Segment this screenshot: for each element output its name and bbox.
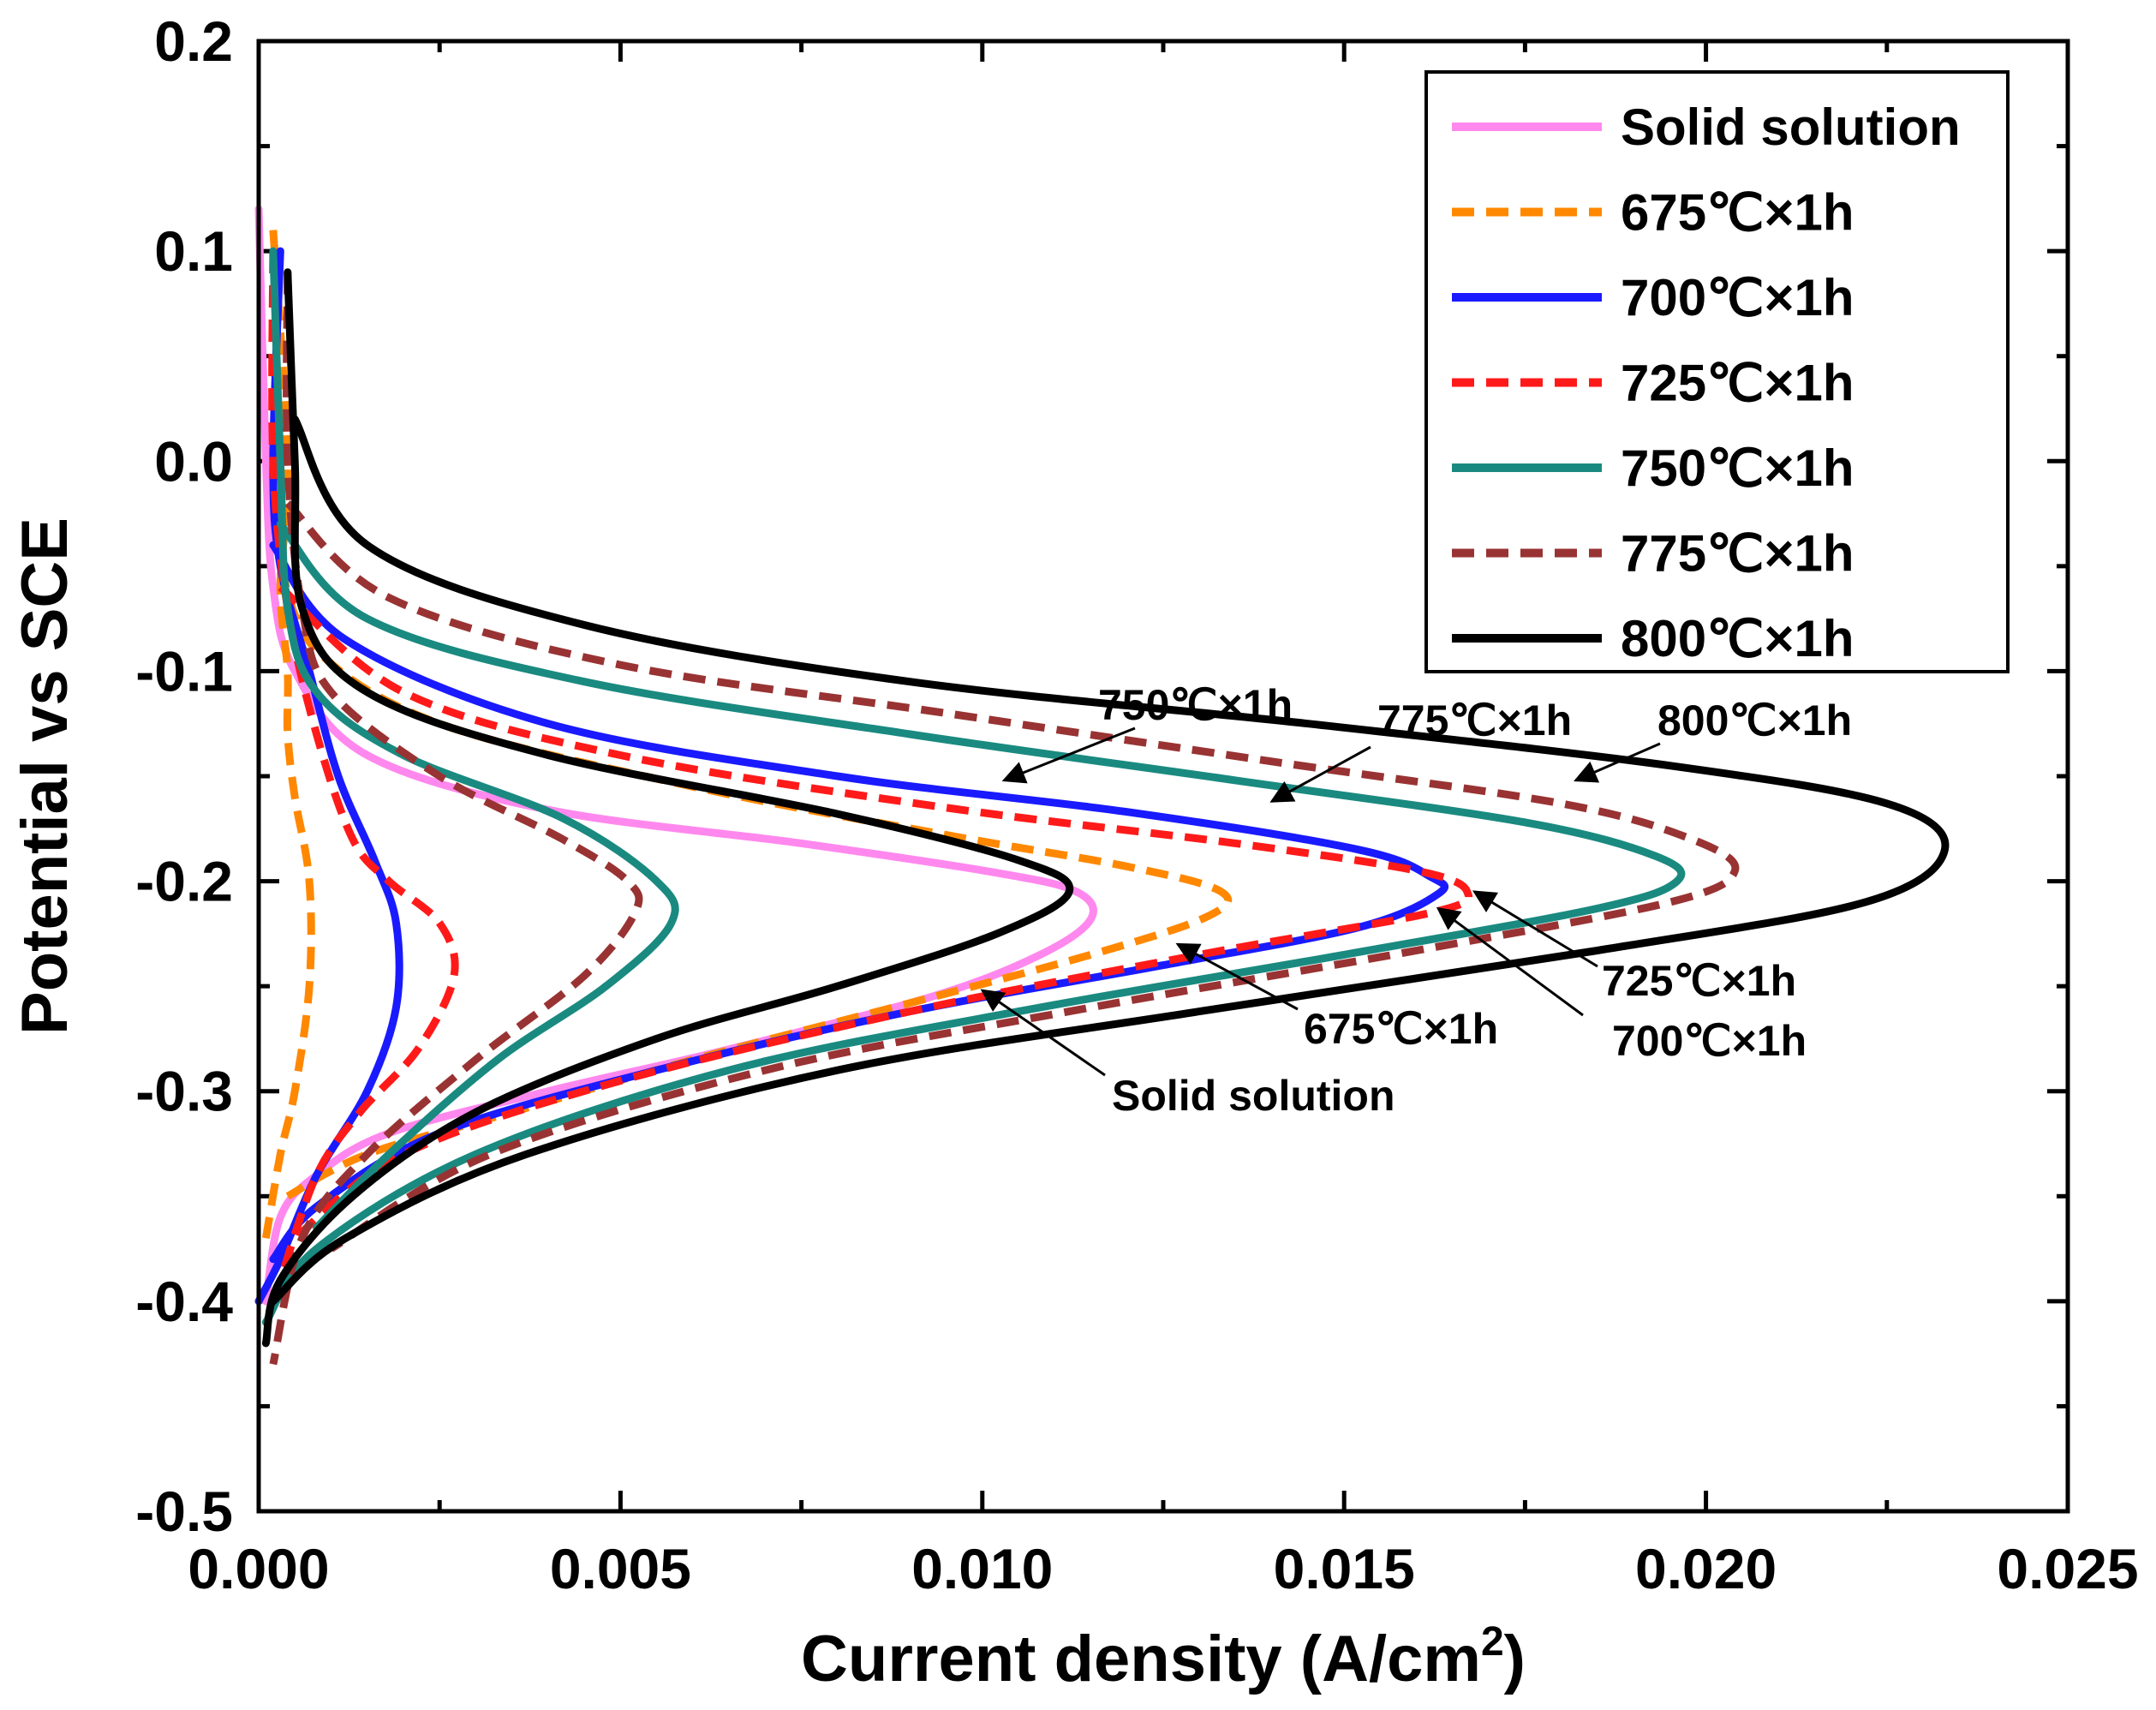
annotation-arrow xyxy=(1436,906,1584,1017)
annotation-label: Solid solution xyxy=(1112,1072,1395,1120)
annotation-arrow xyxy=(1001,726,1136,784)
y-tick-label: 0.2 xyxy=(154,9,233,73)
y-tick-label: -0.3 xyxy=(135,1060,233,1123)
y-tick-labels: 0.2 0.1 0.0 -0.1 -0.2 -0.3 -0.4 -0.5 xyxy=(135,9,233,1543)
x-tick-label: 0.000 xyxy=(188,1537,329,1600)
annotation-label: 700℃×1h xyxy=(1612,1017,1807,1065)
annotation-label: 800℃×1h xyxy=(1657,697,1852,744)
annotations: 750℃×1h 775℃×1h 800℃×1h 725℃×1h 700℃×1h 675℃×… xyxy=(980,681,1852,1120)
x-axis-title-main: Current density (A/cm xyxy=(801,1623,1481,1695)
legend-box xyxy=(1424,70,2010,673)
x-axis-title: Current density (A/cm2) xyxy=(801,1619,1526,1695)
y-tick-label: -0.4 xyxy=(135,1270,233,1333)
legend: Solid solution 675℃×1h 700℃×1h 725℃×1h 750℃×… xyxy=(1424,70,2010,673)
legend-label: 775℃×1h xyxy=(1621,525,1854,583)
annotation-arrow xyxy=(1269,745,1371,803)
x-axis-title-suffix: ) xyxy=(1504,1623,1526,1695)
series-line-11 xyxy=(261,268,1074,1348)
annotation-label: 675℃×1h xyxy=(1304,1005,1498,1053)
annotation-label: 725℃×1h xyxy=(1602,957,1796,1005)
x-axis-title-superscript: 2 xyxy=(1481,1619,1504,1665)
series-line-7 xyxy=(269,247,679,1232)
annotation-arrow xyxy=(1574,742,1661,783)
x-tick-label: 0.015 xyxy=(1274,1537,1415,1600)
series-line-5 xyxy=(268,251,459,1282)
series-line-0 xyxy=(254,205,1097,1306)
series-line-12 xyxy=(269,415,1950,1306)
annotation-arrow xyxy=(1175,942,1299,1011)
plot-frame xyxy=(256,39,2070,1514)
y-tick-label: -0.1 xyxy=(135,639,233,703)
legend-label: 725℃×1h xyxy=(1621,355,1854,412)
x-tick-labels: 0.000 0.005 0.010 0.015 0.020 0.025 xyxy=(188,1537,2138,1600)
series-line-6 xyxy=(278,583,1473,1241)
y-tick-label: -0.2 xyxy=(135,850,233,913)
x-tick-label: 0.005 xyxy=(550,1537,691,1600)
legend-label: 750℃×1h xyxy=(1621,439,1854,497)
annotation-label: 775℃×1h xyxy=(1377,697,1572,744)
legend-label: 675℃×1h xyxy=(1621,184,1854,242)
x-tick-label: 0.010 xyxy=(911,1537,1053,1600)
series-group xyxy=(254,205,1950,1366)
series-line-9 xyxy=(269,272,643,1366)
annotation-arrow xyxy=(980,989,1106,1077)
series-line-8 xyxy=(261,520,1686,1326)
y-tick-label: 0.1 xyxy=(154,219,233,283)
y-tick-label: 0.0 xyxy=(154,429,233,493)
x-tick-label: 0.025 xyxy=(1997,1537,2138,1600)
legend-label: 800℃×1h xyxy=(1621,610,1854,667)
legend-label: 700℃×1h xyxy=(1621,269,1854,326)
y-axis-title: Potential vs SCE xyxy=(9,517,81,1035)
series-line-3 xyxy=(254,247,403,1306)
y-tick-label: -0.5 xyxy=(135,1480,233,1543)
legend-label: Solid solution xyxy=(1621,99,1961,156)
annotation-label: 750℃×1h xyxy=(1098,681,1293,729)
series-line-10 xyxy=(284,500,1740,1253)
annotation-arrow xyxy=(1472,890,1598,968)
x-tick-label: 0.020 xyxy=(1635,1537,1777,1600)
